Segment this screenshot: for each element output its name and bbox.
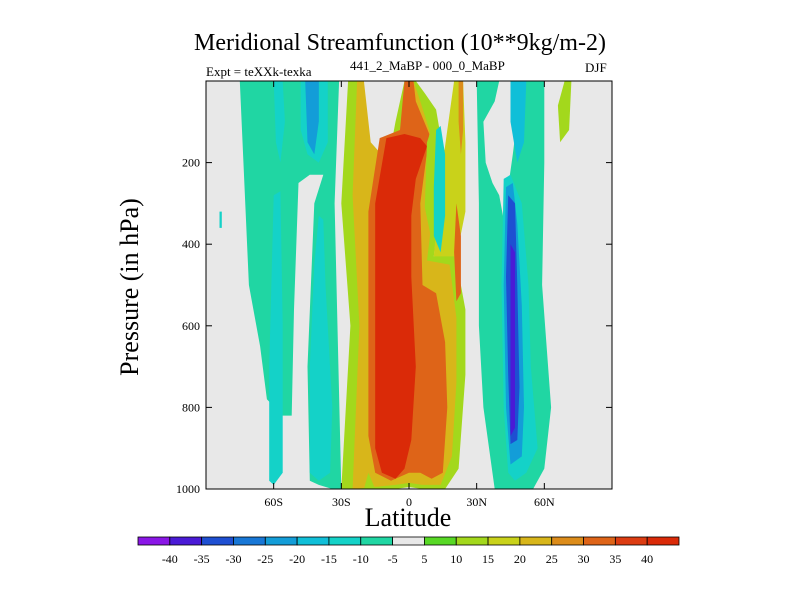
- colorbar-label-13: 30: [578, 552, 590, 566]
- y-tick-label-4: 1000: [176, 482, 200, 496]
- colorbar-swatch-10: [455, 536, 489, 546]
- plot-area: [206, 81, 612, 489]
- contour-region-24: [510, 244, 515, 436]
- chart-subtitle: 441_2_MaBP - 000_0_MaBP: [350, 58, 505, 73]
- colorbar-swatch-14: [583, 536, 616, 546]
- colorbar-swatch-3: [233, 536, 266, 546]
- colorbar-label-15: 40: [641, 552, 653, 566]
- contour-region-7: [454, 203, 461, 302]
- colorbar-swatch-11: [487, 536, 521, 546]
- colorbar-swatch-9: [424, 536, 457, 546]
- colorbar-swatch-4: [264, 536, 298, 546]
- experiment-label: Expt = teXXk-texka: [206, 64, 312, 79]
- x-tick-label-3: 30N: [466, 495, 487, 509]
- colorbar-label-7: -5: [388, 552, 398, 566]
- x-axis-label: Latitude: [364, 503, 452, 532]
- colorbar-label-0: -40: [162, 552, 178, 566]
- axes: 60S 30S 0 30N 60N 200 400 600 800 1000: [176, 81, 612, 509]
- contour-region-25: [219, 211, 222, 228]
- contour-region-17: [269, 191, 283, 485]
- colorbar-label-12: 25: [546, 552, 558, 566]
- colorbar-label-11: 20: [514, 552, 526, 566]
- contour-region-13: [273, 81, 285, 163]
- y-tick-label-1: 400: [182, 237, 200, 251]
- colorbar-swatch-8: [392, 536, 425, 546]
- y-tick-label-3: 800: [182, 400, 200, 414]
- x-tick-label-1: 30S: [332, 495, 351, 509]
- colorbar-swatch-5: [296, 536, 330, 546]
- contour-region-15: [305, 81, 319, 155]
- colorbar-label-2: -30: [225, 552, 241, 566]
- x-tick-label-2: 0: [406, 495, 412, 509]
- x-tick-label-0: 60S: [264, 495, 283, 509]
- y-tick-label-2: 600: [182, 319, 200, 333]
- colorbar: -40 -35 -30 -25 -20 -15 -10 -5 5 10 15 20 25 30 35 40: [137, 536, 680, 566]
- colorbar-label-6: -10: [353, 552, 369, 566]
- colorbar-label-8: 5: [421, 552, 427, 566]
- contour-region-8: [433, 411, 441, 473]
- contour-region-3: [375, 134, 427, 479]
- contour-region-20: [510, 81, 527, 163]
- colorbar-label-4: -20: [289, 552, 305, 566]
- colorbar-label-5: -15: [321, 552, 337, 566]
- colorbar-swatch-7: [360, 536, 393, 546]
- colorbar-label-9: 10: [450, 552, 462, 566]
- contour-region-10: [363, 472, 376, 489]
- contour-region-19: [433, 125, 446, 253]
- y-tick-label-0: 200: [182, 156, 200, 170]
- colorbar-swatch-12: [519, 536, 553, 546]
- colorbar-label-3: -25: [257, 552, 273, 566]
- chart-title: Meridional Streamfunction (10**9kg/m-2): [194, 30, 606, 56]
- colorbar-label-14: 35: [609, 552, 621, 566]
- contour-region-6: [458, 81, 464, 155]
- colorbar-label-1: -35: [194, 552, 210, 566]
- colorbar-swatch-1: [169, 536, 203, 546]
- season-label: DJF: [585, 60, 607, 75]
- colorbar-swatch-2: [201, 536, 234, 546]
- colorbar-swatch-15: [614, 536, 648, 546]
- contour-region-16: [309, 215, 333, 481]
- contour-region-11: [557, 81, 572, 143]
- colorbar-label-10: 15: [482, 552, 494, 566]
- colorbar-swatch-0: [137, 536, 171, 546]
- colorbar-swatch-16: [646, 536, 680, 546]
- x-tick-label-4: 60N: [534, 495, 555, 509]
- colorbar-swatch-6: [328, 536, 362, 546]
- colorbar-swatch-13: [551, 536, 584, 546]
